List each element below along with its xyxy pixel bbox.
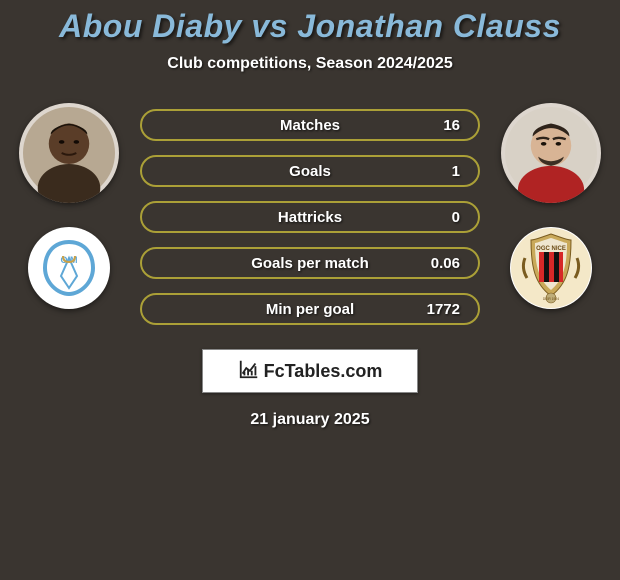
stat-right-value: 16 bbox=[400, 117, 460, 134]
stat-bar: Matches 16 bbox=[140, 109, 480, 141]
stat-right-value: 0.06 bbox=[400, 255, 460, 272]
comparison-section: O M Matches 16 Goals 1 Hattricks 0 bbox=[0, 103, 620, 325]
stat-right-value: 1 bbox=[400, 163, 460, 180]
stat-right-value: 1772 bbox=[400, 301, 460, 318]
page-title: Abou Diaby vs Jonathan Clauss bbox=[0, 8, 620, 45]
stat-bars: Matches 16 Goals 1 Hattricks 0 Goals per… bbox=[140, 103, 480, 325]
player-left-avatar bbox=[19, 103, 119, 203]
stat-label: Goals bbox=[220, 163, 400, 180]
right-column: OGC NICE DEIR 1904 bbox=[500, 103, 602, 309]
stat-bar: Min per goal 1772 bbox=[140, 293, 480, 325]
left-column: O M bbox=[18, 103, 120, 309]
stat-label: Min per goal bbox=[220, 301, 400, 318]
branding-box[interactable]: FcTables.com bbox=[202, 349, 418, 393]
chart-icon bbox=[238, 358, 260, 385]
stat-label: Goals per match bbox=[220, 255, 400, 272]
stat-bar: Goals per match 0.06 bbox=[140, 247, 480, 279]
svg-text:DEIR 1904: DEIR 1904 bbox=[543, 297, 559, 301]
date-text: 21 january 2025 bbox=[0, 411, 620, 429]
branding-text: FcTables.com bbox=[264, 361, 383, 382]
club-right-badge: OGC NICE DEIR 1904 bbox=[510, 227, 592, 309]
svg-text:OGC NICE: OGC NICE bbox=[536, 246, 566, 252]
club-left-badge: O M bbox=[28, 227, 110, 309]
player-right-avatar bbox=[501, 103, 601, 203]
stat-right-value: 0 bbox=[400, 209, 460, 226]
stat-bar: Hattricks 0 bbox=[140, 201, 480, 233]
stat-bar: Goals 1 bbox=[140, 155, 480, 187]
stat-label: Hattricks bbox=[220, 209, 400, 226]
subtitle: Club competitions, Season 2024/2025 bbox=[0, 55, 620, 73]
stat-label: Matches bbox=[220, 117, 400, 134]
